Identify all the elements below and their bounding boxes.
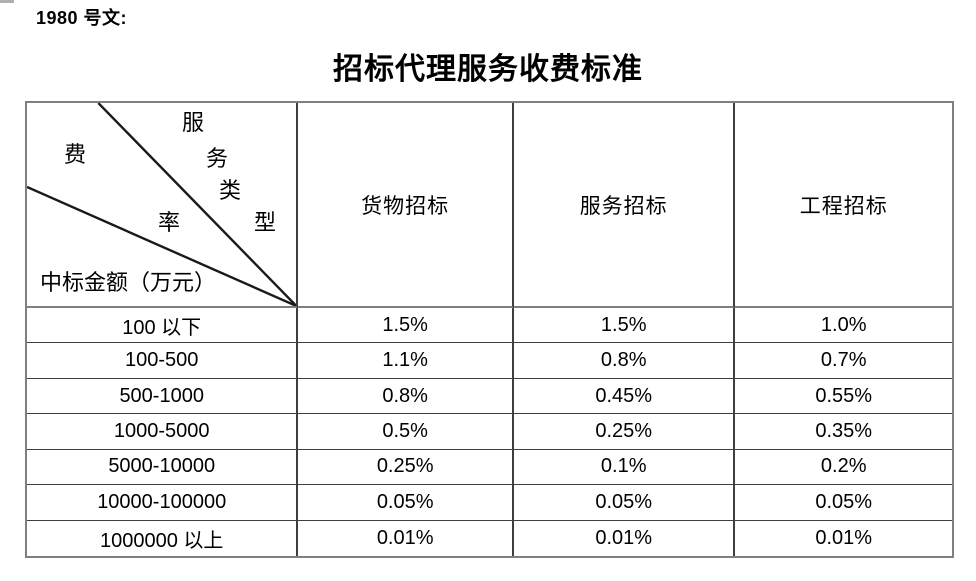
fee-value-cell: 1.1%	[298, 343, 514, 379]
column-header-goods: 货物招标	[298, 103, 514, 308]
fee-value-cell: 0.01%	[298, 520, 514, 556]
fee-value-cell: 0.05%	[298, 485, 514, 521]
fee-value-cell: 0.55%	[735, 379, 952, 415]
corner-row-axis-label: 中标金额（万元）	[40, 270, 217, 295]
fee-value-cell: 1.0%	[735, 308, 952, 344]
fee-value-cell: 0.25%	[513, 414, 736, 450]
table-corner-cell: 服 务 类 型 费 率 中标金额（万元）	[27, 103, 299, 308]
fee-value-cell: 0.8%	[513, 343, 736, 379]
corner-metric-char: 费	[63, 142, 87, 167]
fee-value-cell: 0.8%	[298, 378, 514, 415]
fee-value-cell: 0.05%	[735, 485, 952, 521]
fee-value-cell: 0.2%	[735, 450, 952, 486]
fee-value-cell: 0.01%	[815, 526, 873, 549]
fee-value-cell: 0.5%	[298, 414, 514, 450]
fee-value-cell: 0.25%	[298, 449, 514, 486]
corner-col-axis-char: 型	[253, 210, 277, 235]
fee-value-cell: 0.01%	[514, 520, 736, 556]
fee-value-cell: 0.1%	[513, 449, 736, 486]
fee-value-cell: 0.05%	[513, 485, 736, 521]
corner-col-axis-char: 类	[218, 178, 242, 203]
page-title: 招标代理服务收费标准	[333, 53, 643, 86]
scan-artifact	[0, 0, 14, 3]
corner-metric-char: 率	[157, 210, 181, 235]
row-range-label: 5000-10000	[27, 449, 299, 486]
diagonal-divider-lines	[27, 103, 297, 306]
fee-value-cell: 0.7%	[735, 343, 952, 379]
fee-table: 服 务 类 型 费 率 中标金额（万元） 货物招标 服务招标 工程招标 100 …	[25, 101, 954, 558]
row-range-label: 500-1000	[27, 378, 299, 415]
column-header-services: 服务招标	[513, 103, 736, 308]
row-range-label: 1000000 以上	[27, 520, 299, 556]
fee-value-cell: 0.35%	[735, 414, 952, 450]
row-range-label: 100 以下	[27, 308, 299, 344]
row-range-label: 10000-100000	[27, 485, 299, 521]
doc-reference: 1980 号文:	[36, 8, 128, 28]
fee-value-cell: 1.5%	[298, 308, 514, 344]
fee-value-cell: 1.5%	[513, 308, 736, 344]
row-range-label: 1000-5000	[27, 414, 299, 450]
corner-col-axis-char: 务	[205, 146, 229, 171]
fee-value-cell: 0.45%	[513, 378, 736, 415]
corner-col-axis-char: 服	[181, 110, 205, 135]
row-range-label: 100-500	[27, 343, 299, 379]
column-header-engineering: 工程招标	[735, 103, 952, 308]
